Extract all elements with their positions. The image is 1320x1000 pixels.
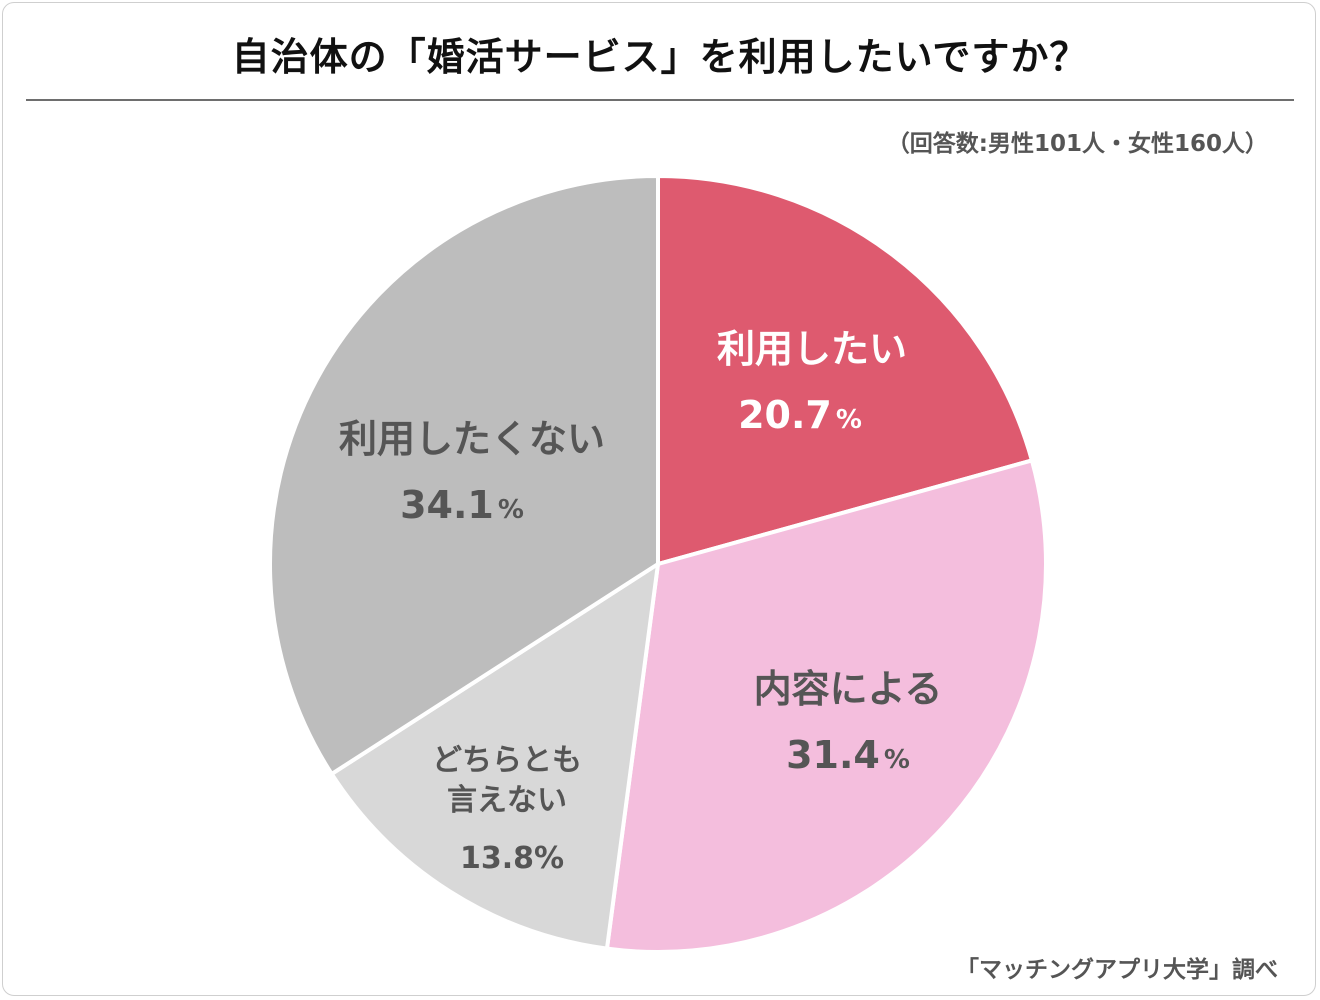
slice-value-want: 20.7% (738, 393, 862, 437)
slice-value-neither: 13.8% (460, 841, 564, 876)
pie-slice-want (656, 174, 1034, 566)
respondent-count-note: （回答数:男性101人・女性160人） (886, 131, 1268, 157)
pie-slice-dont-want (268, 174, 660, 776)
slice-label-neither: どちらとも言えない (432, 743, 582, 818)
slice-label-dont-want: 利用したくない (339, 417, 605, 461)
source-credit: 「マッチングアプリ大学」調べ (956, 957, 1278, 983)
chart-title: 自治体の「婚活サービス」を利用したいですか？ (231, 35, 1089, 79)
slice-value-depends-on-content: 31.4% (786, 733, 910, 777)
slice-label-want: 利用したい (717, 327, 907, 371)
slice-label-depends-on-content: 内容による (754, 667, 943, 711)
pie-slice-neither (329, 562, 660, 951)
slice-value-dont-want: 34.1% (400, 483, 524, 527)
pie-slice-depends-on-content (604, 458, 1048, 954)
title-divider (26, 99, 1294, 101)
